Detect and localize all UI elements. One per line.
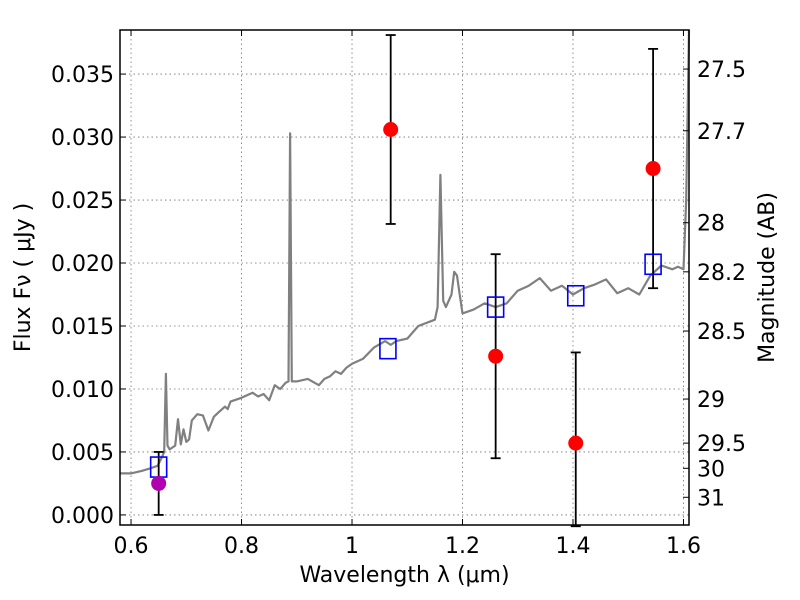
y-tick-label: 0.010 <box>51 378 114 403</box>
y-axis-label: Flux Fν ( μJy ) <box>11 203 36 352</box>
observed-flux-point <box>568 435 584 451</box>
observed-flux-point <box>645 161 661 177</box>
y-tick-label: 0.025 <box>51 189 114 214</box>
observed-flux-point <box>488 348 504 364</box>
y-axis-right-label: Magnitude (AB) <box>755 192 780 363</box>
y-right-tick-label: 31 <box>697 486 725 511</box>
y-tick-label: 0.035 <box>51 63 114 88</box>
y-right-tick-label: 29.5 <box>697 432 746 457</box>
y-axis-left: 0.000 0.005 0.010 0.015 0.020 0.025 0.030 0.035 <box>51 63 126 529</box>
y-axis-right: 27.5 27.7 28 28.2 28.5 29 29.530 31 <box>683 58 746 511</box>
y-right-tick-label: 28.5 <box>697 320 746 345</box>
x-tick-label: 0.8 <box>224 534 259 559</box>
limit-point <box>151 475 167 491</box>
y-right-tick-label: 28 <box>697 212 725 237</box>
y-tick-label: 0.020 <box>51 252 114 277</box>
y-right-tick-label: 27.5 <box>697 58 746 83</box>
y-right-tick-label: 29 <box>697 388 725 413</box>
spectrum-series <box>120 29 691 475</box>
x-tick-label: 1.6 <box>666 534 701 559</box>
y-right-tick-label: 30 <box>697 457 725 482</box>
x-axis: 0.6 0.8 1 1.2 1.4 1.6 <box>114 30 701 559</box>
x-axis-label: Wavelength λ (μm) <box>299 563 509 588</box>
observed-points-series <box>151 122 661 491</box>
x-tick-label: 1.2 <box>445 534 480 559</box>
plot-frame <box>119 29 690 526</box>
spectrum-line <box>120 29 691 475</box>
y-tick-label: 0.015 <box>51 315 114 340</box>
y-right-tick-label: 28.2 <box>697 261 746 286</box>
x-tick-label: 1.4 <box>555 534 590 559</box>
model-photometry-square <box>644 253 662 276</box>
model-photometry-square <box>486 296 505 318</box>
model-photometry-square <box>379 337 397 360</box>
x-tick-label: 0.6 <box>114 534 149 559</box>
y-tick-label: 0.030 <box>51 126 114 151</box>
model-photometry-series <box>149 253 662 478</box>
grid <box>120 30 689 525</box>
observed-flux-point <box>383 122 399 138</box>
errorbar-series <box>153 34 659 528</box>
x-tick-label: 1 <box>345 534 359 559</box>
y-right-tick-label: 27.7 <box>697 120 746 145</box>
y-tick-label: 0.005 <box>51 441 114 466</box>
y-tick-label: 0.000 <box>51 504 114 529</box>
model-photometry-square <box>566 284 585 307</box>
